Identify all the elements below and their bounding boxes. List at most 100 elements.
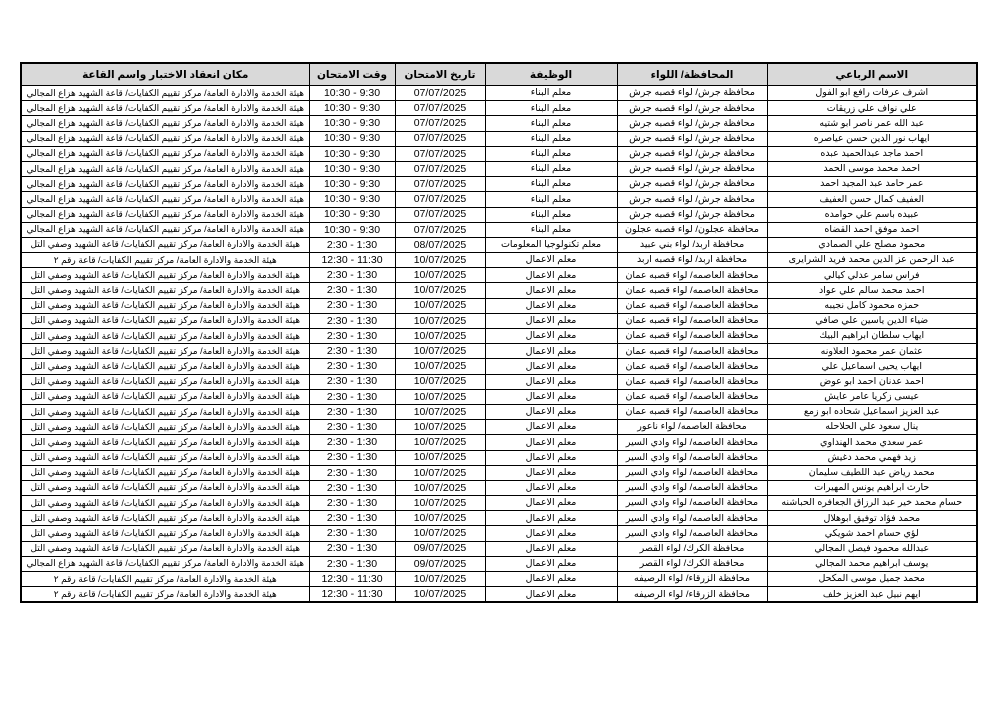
table-row: عبد الله عمر ناصر ابو شتيه محافظة جرش/ لو… [20, 115, 978, 132]
time-cell: 1:30 - 2:30 [308, 449, 396, 466]
job-cell: معلم البناء [484, 206, 618, 223]
time-cell: 9:30 - 10:30 [308, 191, 396, 208]
job-cell: معلم الاعمال [484, 388, 618, 405]
job-cell: معلم البناء [484, 100, 618, 117]
governorate-cell: محافظة العاصمه/ لواء قصبه عمان [616, 358, 768, 375]
table-row: ينال سعود علي الحلاحله محافظة العاصمه/ لو… [20, 419, 978, 436]
table-row: عبيده باسم علي حوامده محافظة جرش/ لواء قص… [20, 206, 978, 223]
location-cell: هيئة الخدمة والادارة العامة/ مركز تقييم … [20, 145, 310, 162]
date-cell: 10/07/2025 [394, 267, 486, 284]
job-cell: معلم الاعمال [484, 510, 618, 527]
table-row: عبد الرحمن عز الدين محمد فريد الشرايرى مح… [20, 252, 978, 269]
time-cell: 1:30 - 2:30 [308, 312, 396, 330]
job-cell: معلم الاعمال [484, 327, 618, 345]
location-cell: هيئة الخدمة والادارة العامة/ مركز تقييم … [20, 464, 310, 481]
location-cell: هيئة الخدمة والادارة العامة/ مركز تقييم … [20, 176, 310, 193]
date-cell: 07/07/2025 [394, 145, 486, 162]
time-cell: 9:30 - 10:30 [308, 145, 396, 162]
exam-schedule-table-container: الاسم الرباعي المحافظة/ اللواء الوظيفة ت… [20, 62, 978, 604]
job-cell: معلم الاعمال [484, 267, 618, 284]
date-cell: 10/07/2025 [394, 343, 486, 360]
header-exam-date: تاريخ الامتحان [394, 62, 486, 86]
name-cell: لؤي حسام احمد شويكي [766, 525, 978, 542]
location-cell: هيئة الخدمة والادارة العامة/ مركز تقييم … [20, 479, 310, 497]
name-cell: زيد فهمي محمد دغيش [766, 449, 978, 466]
governorate-cell: محافظة جرش/ لواء قصبه جرش [616, 206, 768, 223]
location-cell: هيئة الخدمة والادارة العامة/ مركز تقييم … [20, 388, 310, 405]
job-cell: معلم الاعمال [484, 403, 618, 421]
location-cell: هيئة الخدمة والادارة العامة/ مركز تقييم … [20, 160, 310, 178]
table-row: محمود مصلح علي الصمادي محافظة اربد/ لواء … [20, 236, 978, 254]
date-cell: 07/07/2025 [394, 84, 486, 102]
time-cell: 9:30 - 10:30 [308, 176, 396, 193]
name-cell: محمد فؤاد توفيق ابوهلال [766, 510, 978, 527]
date-cell: 09/07/2025 [394, 555, 486, 573]
governorate-cell: محافظة العاصمه/ لواء قصبه عمان [616, 388, 768, 405]
name-cell: عبدالله محمود فيصل المجالي [766, 540, 978, 557]
table-row: ايهاب نور الدين حسن عياصره محافظة جرش/ لو… [20, 130, 978, 147]
table-row: محمد فؤاد توفيق ابوهلال محافظة العاصمه/ ل… [20, 510, 978, 527]
table-row: زيد فهمي محمد دغيش محافظة العاصمه/ لواء و… [20, 449, 978, 466]
governorate-cell: محافظة الزرقاء/ لواء الرصيفه [616, 586, 768, 603]
governorate-cell: محافظة الكرك/ لواء القصر [616, 555, 768, 573]
header-governorate: المحافظة/ اللواء [616, 62, 768, 86]
governorate-cell: محافظة العاصمه/ لواء قصبه عمان [616, 282, 768, 299]
governorate-cell: محافظة العاصمه/ لواء وادي السير [616, 510, 768, 527]
name-cell: ضياء الدين ياسين علي صافي [766, 312, 978, 330]
location-cell: هيئة الخدمة والادارة العامة/ مركز تقييم … [20, 191, 310, 208]
governorate-cell: محافظة جرش/ لواء قصبه جرش [616, 84, 768, 102]
table-row: حسام محمد خير عبد الرزاق الجعافره الحباش… [20, 495, 978, 512]
name-cell: فراس سامر عدلي كيالي [766, 267, 978, 284]
time-cell: 9:30 - 10:30 [308, 206, 396, 223]
name-cell: عبد العزيز اسماعيل شحاده ابو زمع [766, 403, 978, 421]
location-cell: هيئة الخدمة والادارة العامة/ مركز تقييم … [20, 221, 310, 238]
date-cell: 10/07/2025 [394, 570, 486, 588]
date-cell: 10/07/2025 [394, 495, 486, 512]
governorate-cell: محافظة العاصمه/ لواء قصبه عمان [616, 403, 768, 421]
location-cell: هيئة الخدمة والادارة العامة/ مركز تقييم … [20, 586, 310, 603]
location-cell: هيئة الخدمة والادارة العامة/ مركز تقييم … [20, 115, 310, 132]
date-cell: 10/07/2025 [394, 434, 486, 451]
table-row: احمد محمد موسى الحمد محافظة جرش/ لواء قصب… [20, 160, 978, 178]
governorate-cell: محافظة العاصمه/ لواء وادي السير [616, 434, 768, 451]
job-cell: معلم الاعمال [484, 555, 618, 573]
name-cell: محمود مصلح علي الصمادي [766, 236, 978, 254]
job-cell: معلم الاعمال [484, 525, 618, 542]
name-cell: احمد محمد سالم علي عواد [766, 282, 978, 299]
time-cell: 1:30 - 2:30 [308, 358, 396, 375]
table-row: حارث ابراهيم يونس المهيرات محافظة العاصمه… [20, 479, 978, 497]
location-cell: هيئة الخدمة والادارة العامة/ مركز تقييم … [20, 84, 310, 102]
time-cell: 1:30 - 2:30 [308, 525, 396, 542]
name-cell: ايهاب سلطان ابراهيم البيك [766, 327, 978, 345]
date-cell: 10/07/2025 [394, 403, 486, 421]
date-cell: 10/07/2025 [394, 282, 486, 299]
date-cell: 08/07/2025 [394, 236, 486, 254]
time-cell: 11:30 - 12:30 [308, 252, 396, 269]
time-cell: 1:30 - 2:30 [308, 282, 396, 299]
governorate-cell: محافظة العاصمه/ لواء قصبه عمان [616, 297, 768, 314]
table-row: لؤي حسام احمد شويكي محافظة العاصمه/ لواء … [20, 525, 978, 542]
exam-schedule-table: الاسم الرباعي المحافظة/ اللواء الوظيفة ت… [20, 62, 978, 604]
table-row: ايهاب سلطان ابراهيم البيك محافظة العاصمه/… [20, 327, 978, 345]
location-cell: هيئة الخدمة والادارة العامة/ مركز تقييم … [20, 570, 310, 588]
name-cell: عمر حامد عبد المجيد احمد [766, 176, 978, 193]
job-cell: معلم الاعمال [484, 373, 618, 390]
governorate-cell: محافظة الكرك/ لواء القصر [616, 540, 768, 557]
job-cell: معلم الاعمال [484, 312, 618, 330]
table-row: اشرف عرفات رافع ابو الفول محافظة جرش/ لوا… [20, 84, 978, 102]
name-cell: عبد الله عمر ناصر ابو شتيه [766, 115, 978, 132]
job-cell: معلم الاعمال [484, 464, 618, 481]
table-row: محمد جميل موسى المكحل محافظة الزرقاء/ لوا… [20, 570, 978, 588]
date-cell: 10/07/2025 [394, 373, 486, 390]
job-cell: معلم البناء [484, 160, 618, 178]
governorate-cell: محافظة العاصمه/ لواء وادي السير [616, 479, 768, 497]
table-row: عمر حامد عبد المجيد احمد محافظة جرش/ لواء… [20, 176, 978, 193]
job-cell: معلم الاعمال [484, 449, 618, 466]
location-cell: هيئة الخدمة والادارة العامة/ مركز تقييم … [20, 267, 310, 284]
table-row: حمزه محمود كامل نجيبه محافظة العاصمه/ لوا… [20, 297, 978, 314]
name-cell: حسام محمد خير عبد الرزاق الجعافره الحباش… [766, 495, 978, 512]
governorate-cell: محافظة العاصمه/ لواء قصبه عمان [616, 267, 768, 284]
job-cell: معلم الاعمال [484, 479, 618, 497]
name-cell: ينال سعود علي الحلاحله [766, 419, 978, 436]
job-cell: معلم الاعمال [484, 297, 618, 314]
